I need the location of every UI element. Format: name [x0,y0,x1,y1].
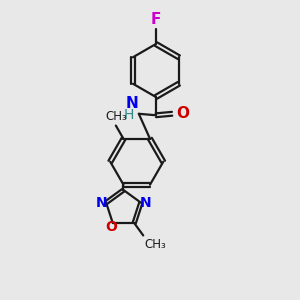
Text: N: N [126,96,139,111]
Text: F: F [151,12,161,27]
Text: N: N [96,196,107,210]
Text: H: H [124,108,134,122]
Text: N: N [140,196,152,210]
Text: O: O [105,220,117,234]
Text: CH₃: CH₃ [105,110,127,123]
Text: O: O [176,106,189,121]
Text: CH₃: CH₃ [145,238,166,251]
